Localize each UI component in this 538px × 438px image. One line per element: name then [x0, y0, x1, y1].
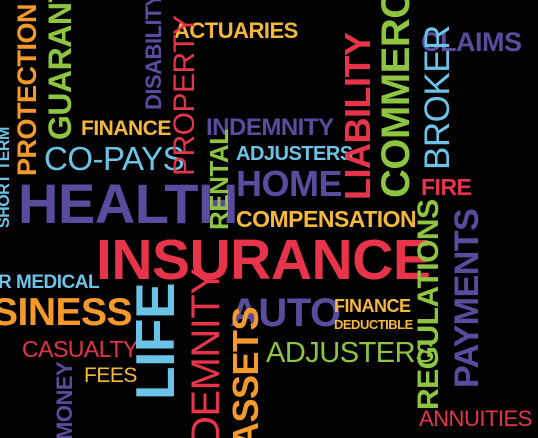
word-commercial: COMMERCIAL	[374, 0, 418, 198]
word-payments: PAYMENTS	[448, 208, 486, 388]
word-business: SINESS	[0, 291, 133, 334]
word-insurance: INSURANCE	[96, 228, 431, 292]
word-liability: LIABILITY	[337, 32, 378, 200]
word-adjusters-bottom: ADJUSTERS	[266, 337, 434, 369]
word-regulations: REGULATIONS	[412, 199, 445, 410]
word-assets: ASSETS	[225, 306, 266, 438]
word-indemnity-top: INDEMNITY	[206, 114, 334, 141]
word-property: PROPERTY	[168, 15, 201, 177]
word-casualty: CASUALTY	[22, 336, 138, 362]
word-rental: RENTAL	[204, 129, 234, 230]
word-indemnity-bottom: DEMNITY	[184, 268, 228, 438]
word-claims: CLAIMS	[421, 27, 522, 57]
word-guarantee: GUARANTEE	[42, 0, 78, 140]
word-protection: PROTECTION	[12, 3, 42, 176]
word-adjusters-top: ADJUSTERS	[236, 143, 353, 165]
word-auto: AUTO	[230, 291, 341, 335]
word-actuaries: ACTUARIES	[174, 18, 298, 43]
word-finance-bottom: FINANCE	[334, 296, 411, 316]
word-medical: R MEDICAL	[0, 272, 100, 293]
word-life: LIFE	[124, 282, 186, 400]
word-money: MONEY	[52, 361, 77, 438]
word-co-pays: CO-PAYS	[44, 140, 185, 177]
word-health: HEALTH	[18, 172, 238, 235]
word-fire: FIRE	[421, 174, 472, 200]
word-disability: DISABILITY	[141, 0, 166, 110]
word-compensation: COMPENSATION	[236, 206, 417, 232]
word-fees: FEES	[84, 364, 137, 387]
word-annuities: ANNUITIES	[419, 406, 532, 431]
word-home: HOME	[236, 163, 343, 204]
word-deductible: DEDUCTIBLE	[334, 317, 413, 332]
word-finance-top: FINANCE	[81, 117, 171, 140]
word-broker: BROKER	[418, 25, 457, 170]
